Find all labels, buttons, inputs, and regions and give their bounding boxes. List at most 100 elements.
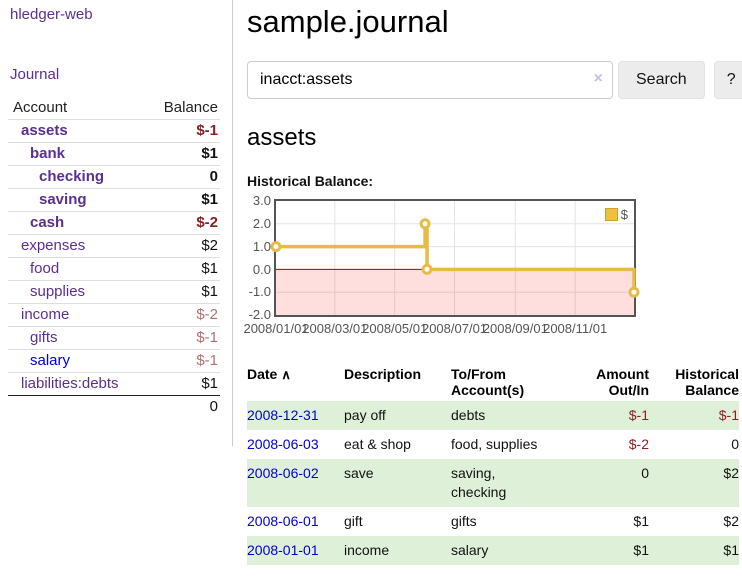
page-title: sample.journal	[247, 4, 449, 39]
account-balance: 0	[144, 165, 220, 189]
account-row: gifts $-1	[8, 326, 220, 350]
sort-ascending-icon: ∧	[281, 367, 291, 383]
app-title-link[interactable]: hledger-web	[10, 6, 93, 23]
sidebar-account-link-liabilities-debts[interactable]: liabilities:debts	[21, 375, 119, 392]
transaction-amount: $1	[633, 513, 649, 530]
x-axis-tick-label: 2008/11/01	[543, 321, 608, 337]
transaction-amount: $-1	[563, 401, 649, 431]
x-axis-tick-label: 2008/07/01	[421, 321, 488, 337]
transaction-balance: $2	[649, 459, 739, 508]
account-balance: $-2	[144, 211, 220, 235]
transaction-amount: 0	[563, 459, 649, 508]
x-axis-tick-label: 2008/05/01	[362, 321, 428, 337]
transaction-amount: $-2	[628, 436, 649, 453]
x-axis-tick-label: 2008/03/01	[302, 321, 368, 337]
y-axis-tick-label: 3.0	[252, 193, 271, 209]
y-axis-tick-label: 0.0	[252, 261, 271, 277]
balance-column-header-register: Historical Balance	[675, 366, 739, 399]
account-row: cash $-2	[8, 211, 220, 235]
sidebar-item-journal[interactable]: Journal	[10, 66, 60, 83]
main-content: sample.journal × Search ? assets Histori…	[233, 0, 742, 566]
register-table: Date ∧ Description To/From Account(s) Amo…	[247, 363, 739, 566]
transaction-balance: $1	[649, 536, 739, 566]
sidebar-account-link-food[interactable]: food	[30, 260, 60, 277]
chart-title: Historical Balance:	[247, 173, 374, 190]
transaction-accounts: saving, checking	[451, 459, 563, 508]
sidebar-account-link-supplies[interactable]: supplies	[30, 283, 86, 300]
transaction-date-link[interactable]: 2008-01-01	[247, 542, 319, 559]
search-box: ×	[247, 61, 613, 100]
legend-label: $	[620, 207, 628, 223]
account-row: saving $1	[8, 188, 220, 212]
account-balance: $-1	[144, 119, 220, 143]
date-column-header[interactable]: Date ∧	[247, 366, 291, 383]
transaction-date-link[interactable]: 2008-06-01	[247, 513, 319, 530]
register-row: 2008-06-03 eat & shop food, supplies $-2 0	[247, 430, 739, 459]
account-row: supplies $1	[8, 280, 220, 304]
help-button[interactable]: ?	[713, 61, 742, 100]
register-row: 2008-01-01 income salary $1 $1	[247, 536, 739, 566]
transaction-accounts: debts	[451, 401, 563, 431]
y-axis-tick-label: -1.0	[248, 284, 271, 300]
account-balance: $-1	[144, 349, 220, 373]
sidebar-account-link-income[interactable]: income	[21, 306, 70, 323]
search-button[interactable]: Search	[618, 61, 705, 100]
sidebar-account-link-cash[interactable]: cash	[30, 214, 65, 231]
chart-canvas	[270, 201, 640, 316]
y-axis-tick-label: 2.0	[252, 215, 271, 231]
account-row: expenses $2	[8, 234, 220, 258]
account-balance-table: Account Balance assets $-1 bank $1 checking 0…	[8, 97, 220, 418]
sidebar-account-link-checking[interactable]: checking	[39, 168, 105, 185]
account-heading: assets	[247, 124, 317, 152]
chart-legend: $	[602, 206, 630, 224]
sidebar-account-link-salary[interactable]: salary	[30, 352, 71, 369]
transaction-balance: 0	[731, 436, 739, 453]
sidebar-account-link-bank[interactable]: bank	[30, 145, 66, 162]
transaction-description: eat & shop	[344, 436, 411, 453]
legend-swatch-icon	[604, 208, 618, 222]
transaction-description: gift	[344, 513, 363, 530]
account-table-body: assets $-1 bank $1 checking 0 saving $1 cash $-2 e…	[8, 119, 220, 418]
y-axis-tick-label: 1.0	[252, 238, 271, 254]
account-balance: $1	[144, 188, 220, 212]
account-row: income $-2	[8, 303, 220, 327]
account-row: assets $-1	[8, 119, 220, 143]
total-balance: 0	[144, 395, 220, 418]
transaction-accounts: salary	[451, 536, 563, 566]
search-form: × Search ?	[247, 61, 742, 100]
account-row: liabilities:debts $1	[8, 372, 220, 396]
page: hledger-web Journal Account Balance asse…	[0, 0, 742, 566]
sidebar-account-link-saving[interactable]: saving	[39, 191, 87, 208]
account-row: food $1	[8, 257, 220, 281]
register-row: 2008-06-02 save saving, checking 0 $2	[247, 459, 739, 508]
transaction-accounts: gifts	[451, 513, 477, 530]
account-balance: $1	[144, 142, 220, 166]
search-input[interactable]	[247, 61, 613, 100]
account-balance: $-1	[144, 326, 220, 350]
transaction-date-link[interactable]: 2008-06-03	[247, 436, 319, 453]
transaction-date-link[interactable]: 2008-06-02	[247, 465, 319, 482]
account-row: salary $-1	[8, 349, 220, 373]
sidebar-account-link-expenses[interactable]: expenses	[21, 237, 86, 254]
register-row: 2008-06-01 gift gifts $1 $2	[247, 507, 739, 536]
register-table-body: 2008-12-31 pay off debts $-1 $-1 2008-06-03 ea…	[247, 401, 739, 566]
transaction-description: pay off	[344, 401, 451, 431]
account-column-header: Account	[13, 99, 68, 116]
transaction-amount: $1	[563, 536, 649, 566]
total-row: 0	[8, 395, 220, 418]
transaction-balance: $-1	[649, 401, 739, 431]
y-axis-tick-label: -2.0	[248, 307, 271, 323]
accounts-column-header: To/From Account(s)	[451, 366, 525, 399]
account-row: bank $1	[8, 142, 220, 166]
transaction-date-link[interactable]: 2008-12-31	[247, 407, 319, 424]
amount-column-header: Amount Out/In	[596, 366, 649, 399]
balance-column-header: Balance	[163, 99, 218, 116]
sidebar: hledger-web Journal Account Balance asse…	[0, 0, 233, 446]
account-balance: $1	[144, 280, 220, 304]
clear-search-icon[interactable]: ×	[593, 70, 603, 88]
transaction-description: save	[344, 459, 451, 508]
x-axis-tick-label: 2008/09/01	[482, 321, 548, 337]
sidebar-account-link-assets[interactable]: assets	[21, 122, 68, 139]
account-balance: $2	[144, 234, 220, 258]
sidebar-account-link-gifts[interactable]: gifts	[30, 329, 58, 346]
